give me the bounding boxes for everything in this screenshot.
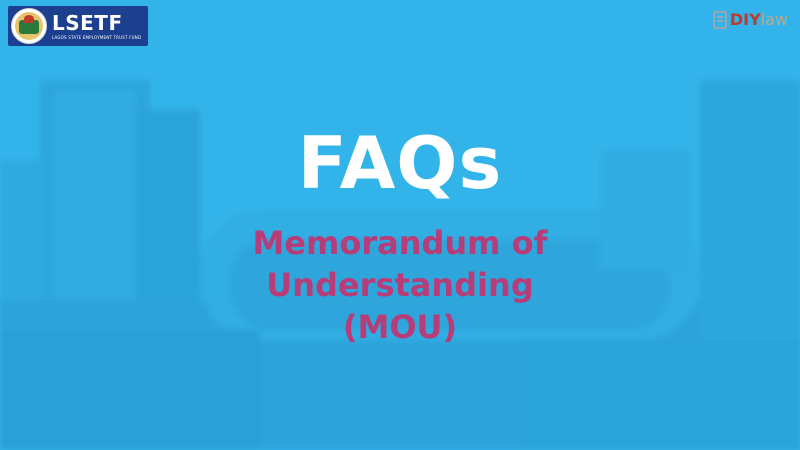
subtitle-line: (MOU) (342, 308, 458, 346)
subtitle-line: Understanding (266, 266, 534, 304)
slide-title: FAQs (297, 121, 503, 205)
diylaw-logo-strong: DIY (729, 10, 761, 29)
lsetf-logo: LSETF LAGOS STATE EMPLOYMENT TRUST FUND (8, 6, 148, 46)
diylaw-logo-light: law (760, 10, 788, 29)
logo-title: LSETF (52, 10, 123, 35)
lagos-seal-icon (11, 8, 47, 44)
document-icon (712, 10, 727, 29)
logo-subtitle: LAGOS STATE EMPLOYMENT TRUST FUND (52, 34, 142, 40)
diylaw-logo: DIY law (712, 10, 788, 29)
subtitle-line: Memorandum of (252, 224, 548, 262)
slide-subtitle: Memorandum of Understanding (MOU) (200, 222, 600, 348)
